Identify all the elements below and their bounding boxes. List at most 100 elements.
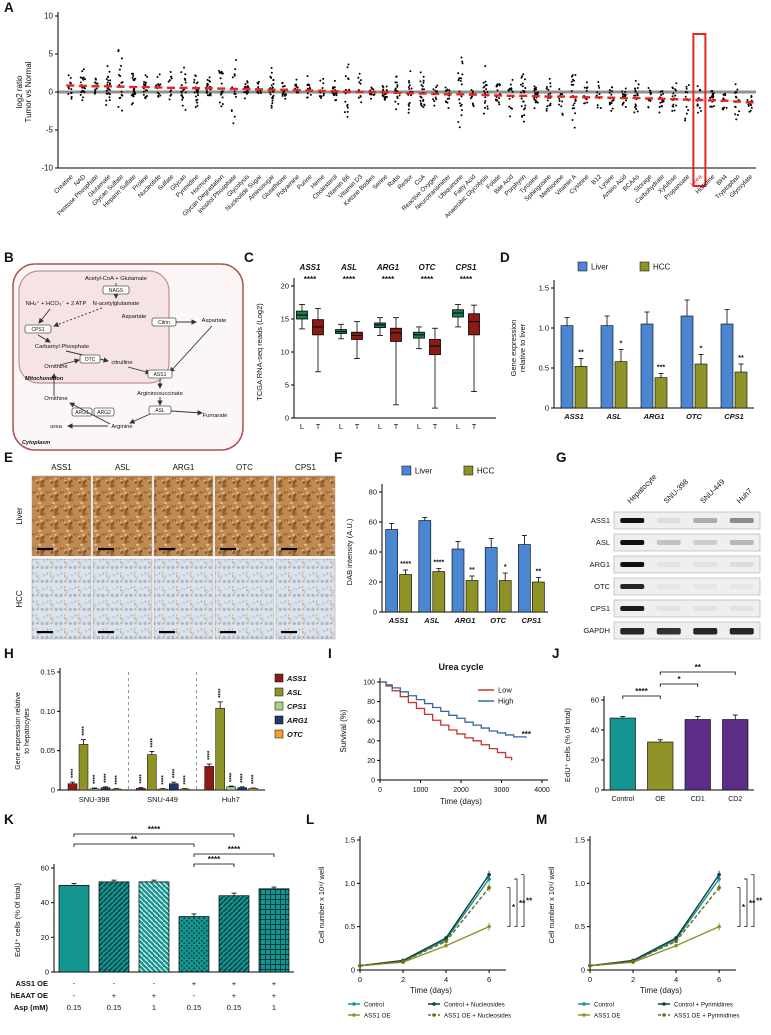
svg-text:0: 0 — [351, 966, 355, 975]
svg-text:10: 10 — [44, 12, 53, 21]
svg-text:****: **** — [460, 275, 473, 284]
svg-text:1.5: 1.5 — [575, 836, 585, 845]
svg-text:Control + Pyrimidines: Control + Pyrimidines — [674, 1002, 733, 1009]
svg-text:**: ** — [469, 567, 475, 574]
svg-text:0: 0 — [51, 786, 55, 795]
svg-text:relative to liver: relative to liver — [518, 323, 527, 372]
svg-text:Ornithine: Ornithine — [44, 396, 68, 402]
svg-text:NH₄⁺ + HCO₃⁻ + 2 ATP: NH₄⁺ + HCO₃⁻ + 2 ATP — [26, 300, 87, 307]
svg-text:0.10: 0.10 — [40, 707, 55, 716]
panel-b-urea-cycle-diagram: Acetyl-CoA + Glutamate NAGS N-acetylglutam… — [12, 263, 244, 451]
svg-text:Liver: Liver — [415, 467, 433, 476]
panel-label-e: E — [4, 450, 14, 465]
panel-l-growth-curve-nucleosides: 0 2 4 6 0 0.5 1.0 1.5 Time (days) Cell number x 1… — [317, 836, 533, 1020]
svg-text:-: - — [113, 979, 116, 988]
svg-text:CD2: CD2 — [728, 796, 742, 803]
svg-text:ARG1: ARG1 — [454, 616, 476, 625]
panel-j-edu-bars: 0 20 40 60 EdU⁺ cells (% 0f total) Control OE C… — [563, 663, 754, 803]
svg-text:Arginine: Arginine — [111, 424, 132, 430]
svg-text:SNU-449: SNU-449 — [698, 477, 726, 505]
svg-text:HCC: HCC — [653, 263, 671, 272]
svg-text:0.15: 0.15 — [187, 1003, 202, 1012]
svg-text:ASS1 OE + Nucleosides: ASS1 OE + Nucleosides — [444, 1013, 511, 1020]
svg-text:4: 4 — [674, 975, 678, 984]
svg-text:0: 0 — [371, 778, 375, 785]
svg-text:CPS1: CPS1 — [724, 412, 744, 421]
svg-text:****: **** — [208, 855, 221, 864]
svg-text:60: 60 — [591, 696, 599, 705]
svg-text:20: 20 — [369, 578, 377, 587]
svg-text:0: 0 — [373, 608, 377, 617]
svg-text:0.05: 0.05 — [40, 746, 55, 755]
svg-text:ARG2: ARG2 — [97, 410, 111, 416]
svg-text:****: **** — [433, 560, 444, 567]
svg-text:ARG1: ARG1 — [75, 410, 89, 416]
svg-text:HCC: HCC — [477, 467, 495, 476]
svg-text:-: - — [193, 991, 196, 1000]
svg-text:CPS1: CPS1 — [287, 702, 307, 711]
svg-text:**: ** — [536, 569, 542, 576]
svg-text:NAGS: NAGS — [109, 288, 124, 294]
svg-text:Creatine: Creatine — [53, 173, 75, 195]
svg-text:****: **** — [304, 275, 317, 284]
panel-e-ihc-images: ASS1 ASL ARG1 OTC CPS1 Liver HCC — [15, 463, 336, 640]
svg-text:1000: 1000 — [413, 787, 429, 794]
svg-text:T: T — [433, 422, 438, 431]
panel-label-m: M — [536, 812, 548, 827]
svg-text:Huh7: Huh7 — [222, 795, 240, 804]
svg-text:0.15: 0.15 — [67, 1003, 82, 1012]
svg-text:0.15: 0.15 — [40, 668, 55, 677]
svg-text:+: + — [152, 991, 157, 1000]
svg-text:80: 80 — [369, 488, 377, 497]
svg-text:6: 6 — [487, 975, 491, 984]
svg-text:0: 0 — [588, 975, 592, 984]
svg-text:5: 5 — [49, 50, 54, 59]
svg-text:**: ** — [526, 897, 533, 906]
svg-text:****: **** — [71, 768, 77, 778]
svg-text:ASL: ASL — [115, 463, 131, 472]
svg-text:Aspartate: Aspartate — [122, 314, 147, 320]
svg-text:****: **** — [161, 775, 167, 785]
svg-text:Asp (mM): Asp (mM) — [14, 1003, 49, 1012]
svg-text:L: L — [378, 422, 382, 431]
svg-text:60: 60 — [369, 518, 377, 527]
svg-text:****: **** — [115, 775, 121, 785]
svg-text:High: High — [498, 697, 513, 706]
svg-text:Liver: Liver — [15, 507, 24, 525]
svg-text:0.5: 0.5 — [575, 922, 585, 931]
svg-text:****: **** — [172, 768, 178, 778]
svg-text:OTC: OTC — [419, 263, 436, 272]
svg-text:Liver: Liver — [591, 263, 609, 272]
svg-text:EdU⁺ cells (% 0f total): EdU⁺ cells (% 0f total) — [563, 708, 572, 782]
svg-text:4000: 4000 — [534, 787, 550, 794]
svg-text:ASS1 OE: ASS1 OE — [594, 1013, 620, 1020]
svg-text:*: * — [620, 341, 623, 348]
panel-a-pathway-scatter-chart: 10 5 0 -5 -10 log2 ratio Tumor vs Normal Creati… — [15, 12, 756, 220]
svg-text:CPS1: CPS1 — [522, 616, 542, 625]
svg-text:urea: urea — [50, 424, 62, 430]
svg-text:Gene expression: Gene expression — [509, 320, 518, 377]
svg-text:ARG1: ARG1 — [173, 463, 195, 472]
svg-text:ASS1: ASS1 — [299, 263, 321, 272]
svg-text:HCC: HCC — [15, 590, 24, 608]
svg-text:****: **** — [148, 825, 161, 834]
svg-text:**: ** — [695, 663, 702, 672]
svg-text:40: 40 — [591, 726, 599, 735]
svg-text:10: 10 — [281, 348, 289, 357]
svg-text:ASS1: ASS1 — [286, 674, 307, 683]
svg-text:Mitochondrion: Mitochondrion — [25, 376, 64, 382]
svg-text:***: *** — [657, 365, 665, 372]
panel-label-l: L — [306, 812, 315, 827]
svg-text:log2 ratio: log2 ratio — [15, 75, 24, 108]
svg-text:0: 0 — [45, 968, 49, 977]
svg-text:40: 40 — [369, 548, 377, 557]
svg-text:EdU⁺ cells (% 0f total): EdU⁺ cells (% 0f total) — [13, 883, 22, 957]
svg-text:****: **** — [228, 845, 241, 854]
svg-text:0: 0 — [358, 975, 362, 984]
svg-text:ASL: ASL — [155, 408, 165, 414]
svg-text:2: 2 — [401, 975, 405, 984]
svg-text:OE: OE — [655, 796, 665, 803]
